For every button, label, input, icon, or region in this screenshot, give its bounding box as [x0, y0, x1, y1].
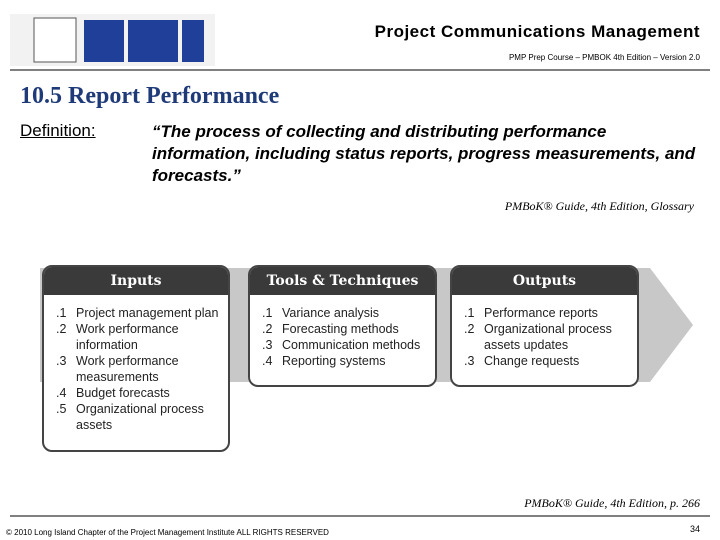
- item-text: Performance reports: [484, 306, 598, 320]
- source: PMBoK® Guide, 4th Edition, Glossary: [504, 199, 694, 213]
- item: .3 Change requests: [464, 353, 637, 369]
- item-text: Forecasting methods: [282, 322, 399, 336]
- item-number: .3: [56, 354, 67, 368]
- item-number: .1: [56, 306, 67, 320]
- item: .2 Work performance information: [56, 321, 228, 353]
- page-number: 34: [689, 524, 700, 534]
- tools-box: Tools & Techniques .1 Variance analysis .2 F…: [248, 265, 437, 387]
- item: .4 Reporting systems: [262, 353, 435, 369]
- item-text: Budget forecasts: [76, 386, 170, 400]
- logo-mark: [128, 20, 178, 62]
- definition-label: Definition:: [20, 121, 96, 140]
- item: .1 Project management plan: [56, 305, 228, 321]
- heading: 10.5 Report Performance: [20, 83, 280, 109]
- title: Project Communications Management: [374, 22, 700, 41]
- inputs-box: Inputs .1 Project management plan .2 Work pe…: [42, 265, 230, 452]
- item-text: Variance analysis: [282, 306, 380, 320]
- item-list: .1 Variance analysis .2 Forecasting methods…: [262, 305, 435, 369]
- box-title: Tools & Techniques: [250, 267, 435, 295]
- item-number: .1: [464, 306, 475, 320]
- item: .1 Variance analysis: [262, 305, 435, 321]
- item-list: .1 Project management plan .2 Work performa…: [56, 305, 228, 433]
- item: .4 Budget forecasts: [56, 385, 228, 401]
- definition: “The process of collecting and distribut…: [152, 122, 696, 185]
- item: .5 Organizational process assets: [56, 401, 228, 433]
- item-text: Reporting systems: [282, 354, 386, 368]
- item-number: .3: [464, 354, 475, 368]
- subtitle: PMP Prep Course – PMBOK 4th Edition – Ve…: [508, 53, 700, 62]
- item: .3 Work performance measurements: [56, 353, 228, 385]
- item-text: Organizational process assets: [76, 402, 204, 432]
- citation: PMBoK® Guide, 4th Edition, p. 266: [524, 496, 700, 510]
- item-number: .5: [56, 402, 67, 416]
- item-text: Work performance measurements: [76, 354, 179, 384]
- item-number: .2: [56, 322, 67, 336]
- logo-mark: [84, 20, 124, 62]
- logo-seal: [33, 17, 77, 63]
- item-number: .1: [262, 306, 273, 320]
- item: .3 Communication methods: [262, 337, 435, 353]
- footer-text: © 2010 Long Island Chapter of the Projec…: [6, 528, 329, 537]
- box-title: Outputs: [452, 267, 637, 295]
- item-number: .4: [262, 354, 273, 368]
- item-list: .1 Performance reports .2 Organizational pr…: [464, 305, 637, 369]
- item-number: .2: [464, 322, 475, 336]
- item: .2 Organizational process assets updates: [464, 321, 637, 353]
- item-number: .2: [262, 322, 273, 336]
- item-text: Communication methods: [282, 338, 421, 352]
- box-title: Inputs: [44, 267, 228, 295]
- outputs-box: Outputs .1 Performance reports .2 Organizati…: [450, 265, 639, 387]
- item: .2 Forecasting methods: [262, 321, 435, 337]
- item-text: Change requests: [484, 354, 580, 368]
- item-number: .3: [262, 338, 273, 352]
- item-text: Work performance information: [76, 322, 179, 352]
- item-number: .4: [56, 386, 67, 400]
- item-text: Project management plan: [76, 306, 219, 320]
- logo-mark: [182, 20, 204, 62]
- item-text: Organizational process assets updates: [484, 322, 612, 352]
- item: .1 Performance reports: [464, 305, 637, 321]
